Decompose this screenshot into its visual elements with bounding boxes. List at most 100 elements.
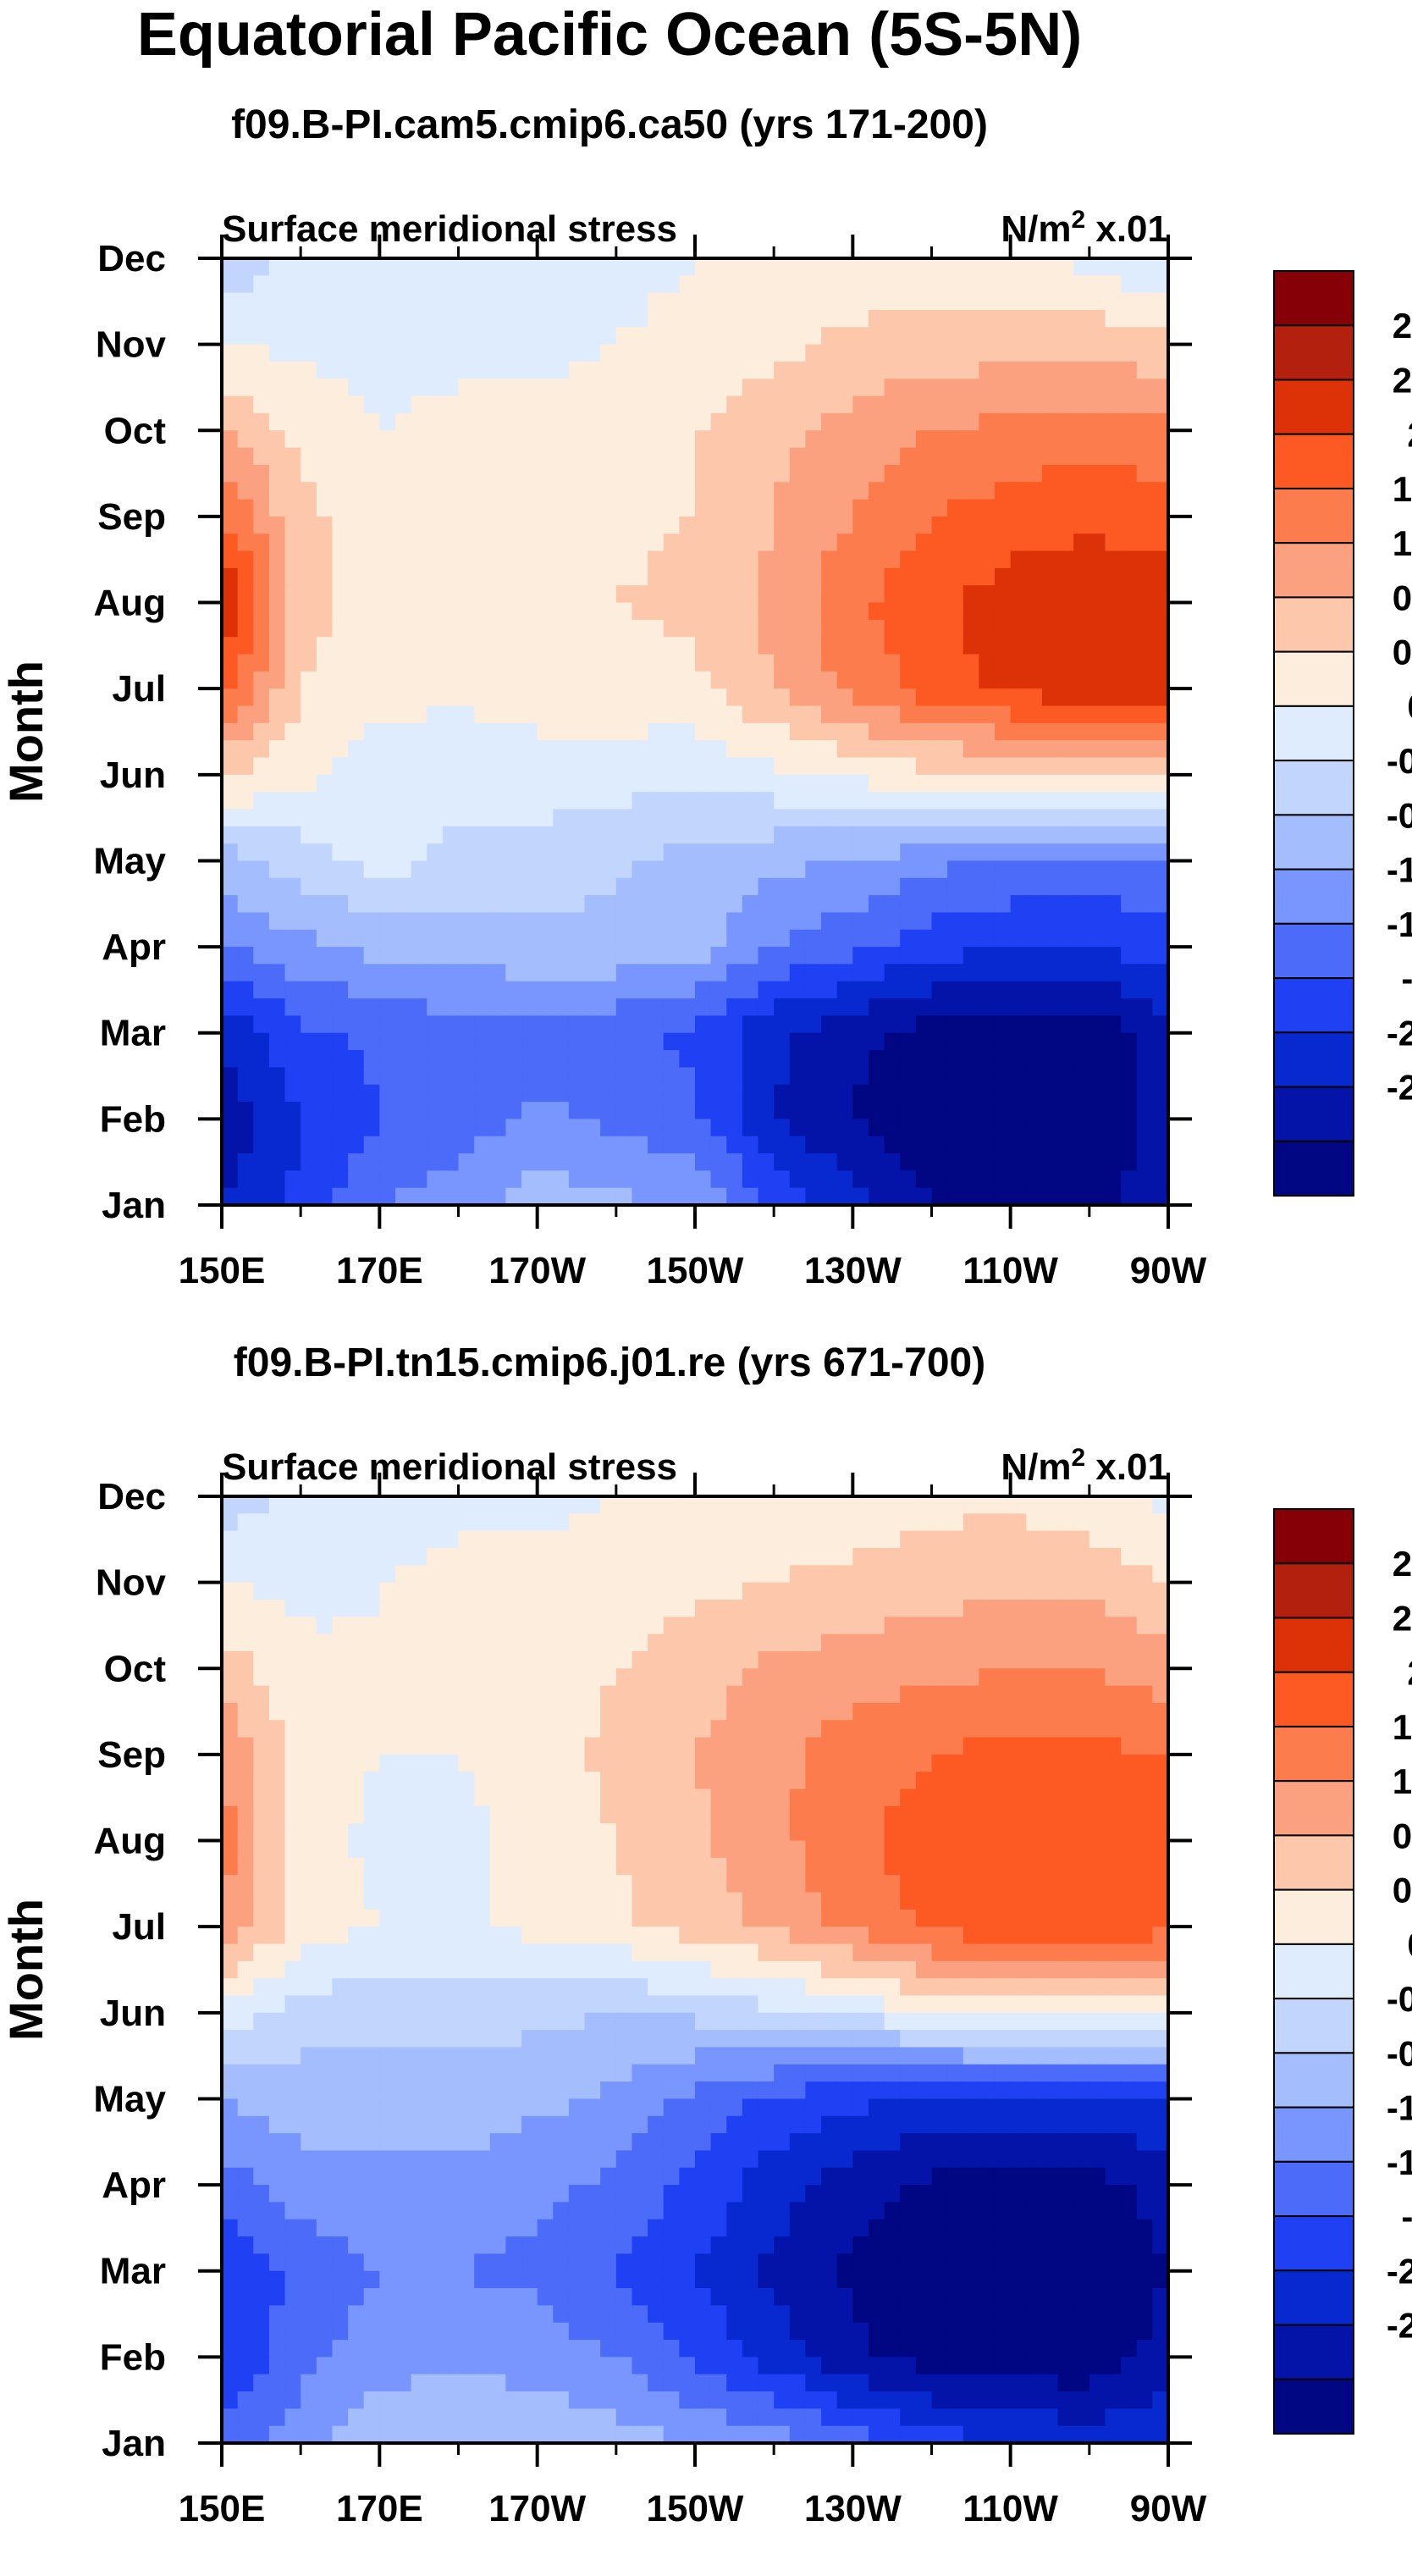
field-cell <box>1121 1703 1137 1721</box>
field-cell <box>758 430 775 448</box>
field-cell <box>632 672 648 689</box>
field-cell <box>1073 362 1089 379</box>
field-cell <box>648 1893 664 1910</box>
field-cell <box>679 568 695 586</box>
field-cell <box>553 1153 569 1171</box>
field-cell <box>1058 1910 1074 1927</box>
field-cell <box>995 1617 1011 1634</box>
field-cell <box>317 1583 333 1600</box>
field-cell <box>1152 1858 1168 1876</box>
field-cell <box>459 1015 475 1033</box>
field-cell <box>285 947 301 965</box>
field-cell <box>395 895 411 913</box>
field-cell <box>1089 688 1106 706</box>
field-cell <box>632 1720 648 1738</box>
field-cell <box>885 1600 901 1617</box>
field-cell <box>222 430 238 448</box>
field-cell <box>979 1513 995 1531</box>
field-cell <box>222 413 238 431</box>
field-cell <box>916 413 932 431</box>
field-cell <box>505 1050 521 1068</box>
field-cell <box>600 930 616 948</box>
field-cell <box>285 500 301 517</box>
field-cell <box>427 792 443 810</box>
field-cell <box>648 533 664 551</box>
field-cell <box>664 878 680 896</box>
field-cell <box>774 878 790 896</box>
field-cell <box>790 1703 806 1721</box>
field-cell <box>1042 672 1058 689</box>
y-tick-label: Oct <box>104 410 167 451</box>
field-cell <box>505 930 521 948</box>
field-cell <box>916 964 932 981</box>
field-cell <box>963 1600 979 1617</box>
field-cell <box>916 809 932 826</box>
field-cell <box>932 964 948 981</box>
field-cell <box>742 1841 758 1859</box>
field-cell <box>1058 1033 1074 1051</box>
field-cell <box>758 1188 775 1206</box>
field-cell <box>852 1015 869 1033</box>
field-cell <box>805 1634 821 1652</box>
field-cell <box>790 430 806 448</box>
field-cell <box>916 1858 932 1876</box>
field-cell <box>505 1686 521 1704</box>
field-cell <box>616 1772 632 1789</box>
field-cell <box>1137 1513 1153 1531</box>
field-cell <box>947 930 963 948</box>
field-cell <box>317 585 333 603</box>
field-cell <box>427 1170 443 1188</box>
field-cell <box>317 258 333 276</box>
field-cell <box>348 1102 364 1119</box>
field-cell <box>805 809 821 826</box>
field-cell <box>332 1136 348 1154</box>
field-cell <box>852 809 869 826</box>
field-cell <box>1105 1119 1121 1136</box>
field-cell <box>490 413 506 431</box>
field-cell <box>490 603 506 621</box>
field-cell <box>648 1910 664 1927</box>
field-cell <box>459 1583 475 1600</box>
field-cell <box>521 930 538 948</box>
field-cell <box>1121 1841 1137 1859</box>
field-cell <box>427 1085 443 1103</box>
field-cell <box>301 1841 317 1859</box>
field-cell <box>821 1668 837 1686</box>
field-cell <box>1073 912 1089 930</box>
field-cell <box>790 947 806 965</box>
field-cell <box>1026 1703 1042 1721</box>
field-cell <box>1089 585 1106 603</box>
field-cell <box>1105 258 1121 276</box>
field-cell <box>995 430 1011 448</box>
field-cell <box>805 912 821 930</box>
field-cell <box>521 1188 538 1206</box>
field-cell <box>395 1033 411 1051</box>
field-cell <box>317 327 333 345</box>
field-cell <box>332 1496 348 1514</box>
field-cell <box>569 1583 585 1600</box>
field-cell <box>505 1617 521 1634</box>
field-cell <box>317 757 333 775</box>
field-cell <box>726 860 742 878</box>
field-cell <box>317 895 333 913</box>
field-cell <box>411 448 427 466</box>
field-cell <box>742 1600 758 1617</box>
field-cell <box>679 998 695 1016</box>
field-cell <box>490 1634 506 1652</box>
field-cell <box>253 843 269 861</box>
field-cell <box>505 1136 521 1154</box>
field-cell <box>916 947 932 965</box>
field-cell <box>474 1600 490 1617</box>
field-cell <box>348 1875 364 1893</box>
field-cell <box>521 1170 538 1188</box>
field-cell <box>995 1893 1011 1910</box>
field-cell <box>869 1583 885 1600</box>
field-cell <box>979 964 995 981</box>
field-cell <box>505 1033 521 1051</box>
field-cell <box>1137 1651 1153 1669</box>
field-cell <box>758 1102 775 1119</box>
field-cell <box>632 1085 648 1103</box>
field-cell <box>490 1513 506 1531</box>
field-cell <box>585 1893 601 1910</box>
field-cell <box>585 1102 601 1119</box>
